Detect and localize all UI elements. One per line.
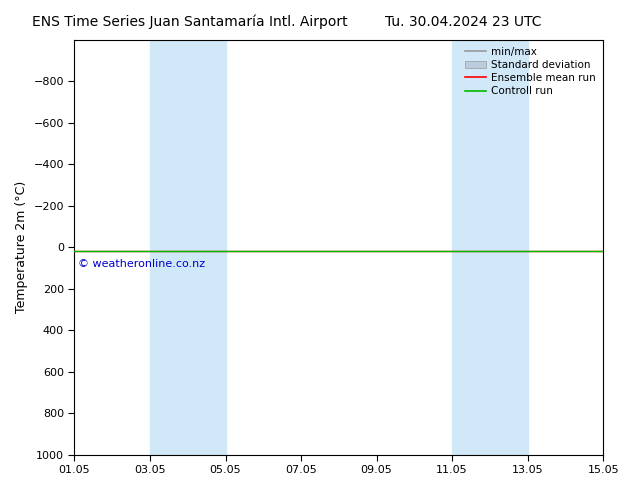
Bar [150, 40, 226, 455]
Y-axis label: Temperature 2m (°C): Temperature 2m (°C) [15, 181, 28, 313]
Text: © weatheronline.co.nz: © weatheronline.co.nz [78, 259, 205, 269]
Text: ENS Time Series Juan Santamaría Intl. Airport: ENS Time Series Juan Santamaría Intl. Ai… [32, 15, 348, 29]
Bar [452, 40, 527, 455]
Legend: min/max, Standard deviation, Ensemble mean run, Controll run: min/max, Standard deviation, Ensemble me… [461, 43, 600, 100]
Text: Tu. 30.04.2024 23 UTC: Tu. 30.04.2024 23 UTC [385, 15, 541, 29]
